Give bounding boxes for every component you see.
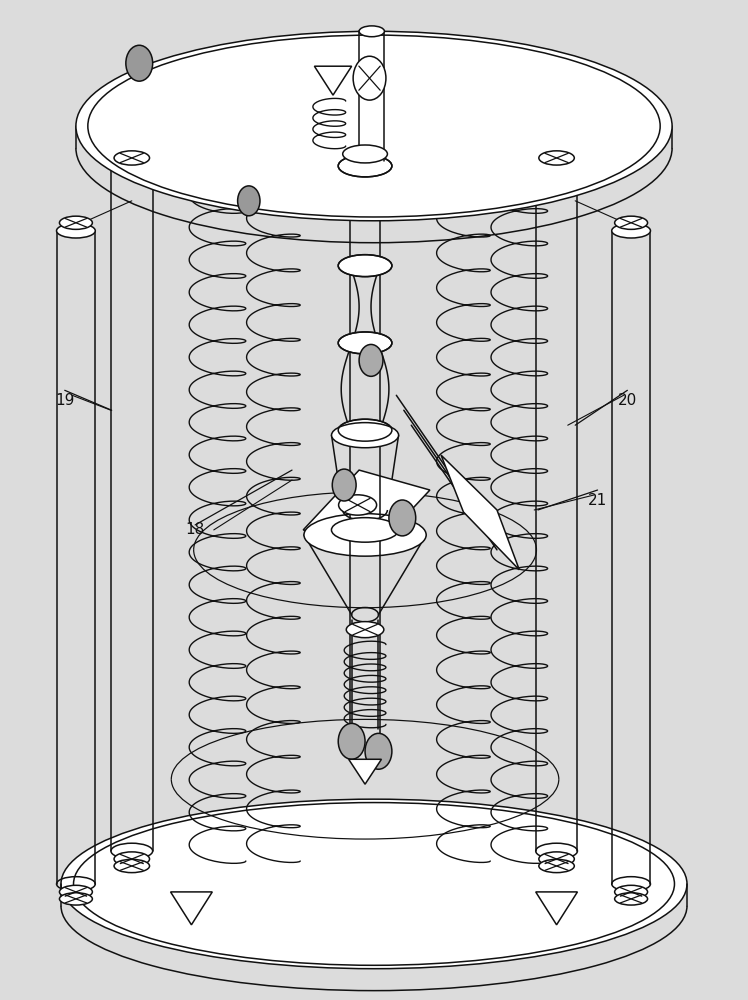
Ellipse shape xyxy=(539,852,574,866)
Ellipse shape xyxy=(114,852,150,866)
Circle shape xyxy=(126,45,153,81)
Text: 18: 18 xyxy=(186,522,205,537)
Polygon shape xyxy=(314,66,352,95)
Ellipse shape xyxy=(59,893,93,905)
Text: 20: 20 xyxy=(618,393,637,408)
Ellipse shape xyxy=(114,151,150,165)
Ellipse shape xyxy=(114,859,150,873)
Ellipse shape xyxy=(59,885,93,899)
Ellipse shape xyxy=(338,332,392,354)
Ellipse shape xyxy=(59,216,93,229)
Ellipse shape xyxy=(338,255,392,277)
Ellipse shape xyxy=(539,859,574,873)
Ellipse shape xyxy=(612,223,651,238)
Ellipse shape xyxy=(615,893,648,905)
Circle shape xyxy=(338,723,365,759)
Ellipse shape xyxy=(359,26,384,37)
Circle shape xyxy=(353,56,386,100)
Ellipse shape xyxy=(536,158,577,174)
Polygon shape xyxy=(349,759,381,784)
Polygon shape xyxy=(303,470,430,550)
Ellipse shape xyxy=(339,495,376,515)
Ellipse shape xyxy=(346,622,384,638)
Ellipse shape xyxy=(61,799,687,969)
Circle shape xyxy=(332,469,356,501)
Polygon shape xyxy=(536,892,577,925)
Ellipse shape xyxy=(615,216,648,229)
Text: 19: 19 xyxy=(55,393,74,408)
Circle shape xyxy=(238,186,260,216)
Ellipse shape xyxy=(539,151,574,165)
Ellipse shape xyxy=(331,423,399,448)
Ellipse shape xyxy=(615,885,648,899)
Polygon shape xyxy=(441,455,519,570)
Ellipse shape xyxy=(57,223,95,238)
Ellipse shape xyxy=(304,514,426,556)
Circle shape xyxy=(359,344,383,376)
Ellipse shape xyxy=(76,31,672,221)
Circle shape xyxy=(365,733,392,769)
Polygon shape xyxy=(171,892,212,925)
Text: 21: 21 xyxy=(588,493,607,508)
Circle shape xyxy=(389,500,416,536)
Ellipse shape xyxy=(331,518,399,542)
Ellipse shape xyxy=(338,419,392,441)
Ellipse shape xyxy=(343,145,387,163)
Ellipse shape xyxy=(111,158,153,174)
Ellipse shape xyxy=(338,155,392,177)
